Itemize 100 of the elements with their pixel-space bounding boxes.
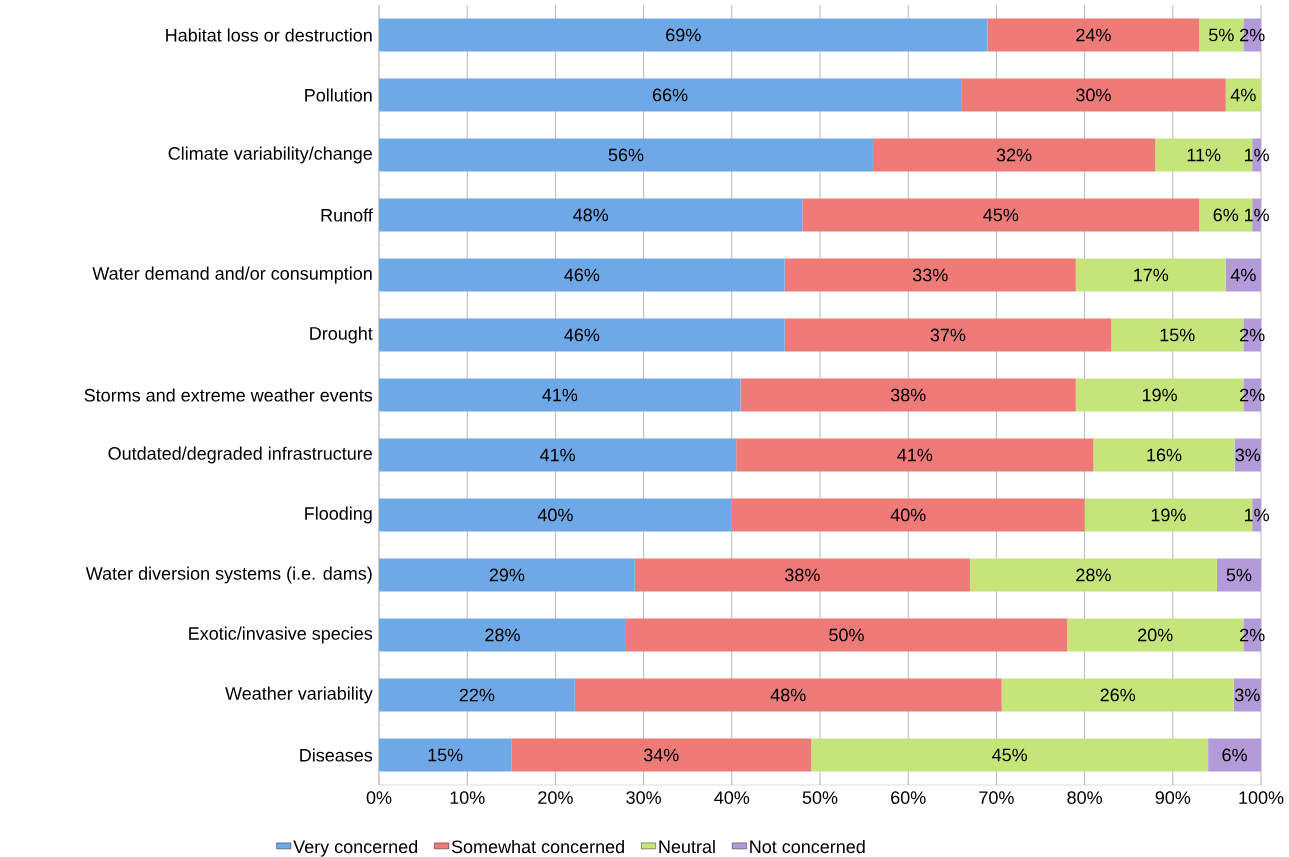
data-label: 33% xyxy=(912,268,948,282)
data-label: 1% xyxy=(1244,508,1269,522)
data-label: 32% xyxy=(996,148,1032,162)
bar xyxy=(1208,738,1262,772)
data-label: 41% xyxy=(542,388,578,402)
data-label: 6% xyxy=(1222,748,1247,762)
data-label: 5% xyxy=(1226,568,1252,582)
x-tick-label: 100% xyxy=(1239,791,1284,804)
x-tick-label: 60% xyxy=(891,791,926,804)
data-label: 17% xyxy=(1134,268,1169,282)
data-label: 45% xyxy=(992,748,1028,762)
bar xyxy=(784,258,1076,292)
data-label: 37% xyxy=(930,328,966,342)
data-label: 1% xyxy=(1244,208,1269,222)
bar xyxy=(872,138,1156,172)
y-tick-label: Runoff xyxy=(321,208,373,222)
data-label: 2% xyxy=(1240,388,1265,402)
bar xyxy=(1075,258,1226,292)
bar xyxy=(379,738,512,772)
y-tick-label: Flooding xyxy=(305,506,372,524)
data-label: 6% xyxy=(1213,208,1239,222)
x-tick-label: 80% xyxy=(1067,791,1102,804)
x-tick-label: 20% xyxy=(538,791,573,804)
bar xyxy=(961,78,1226,112)
legend-label: Very concerned xyxy=(293,839,418,857)
data-label: 16% xyxy=(1147,448,1182,462)
bar xyxy=(740,378,1076,412)
x-tick-label: 70% xyxy=(979,791,1014,804)
bar xyxy=(379,138,873,172)
bar xyxy=(379,78,962,112)
bar xyxy=(802,198,1200,232)
y-tick-label: Habitat loss or destruction xyxy=(166,28,372,42)
data-label: 2% xyxy=(1240,328,1265,342)
bar xyxy=(625,618,1067,652)
data-label: 48% xyxy=(573,208,609,222)
data-label: 28% xyxy=(1076,568,1111,582)
bar xyxy=(379,678,575,712)
data-label: 50% xyxy=(829,628,864,642)
y-tick-label: Water demand and/or consumption xyxy=(92,266,372,284)
bar xyxy=(379,438,737,472)
bar xyxy=(1225,78,1262,112)
bar xyxy=(811,738,1209,772)
legend-label: Somewhat concerned xyxy=(451,839,624,854)
data-label: 15% xyxy=(428,748,463,762)
bar xyxy=(1225,258,1262,292)
data-label: 29% xyxy=(489,568,525,582)
data-label: 38% xyxy=(785,568,820,582)
y-tick-label: Climate variability/change xyxy=(168,146,372,164)
y-tick-label: Diseases xyxy=(300,748,373,762)
x-tick-label: 30% xyxy=(626,791,661,804)
data-label: 26% xyxy=(1100,688,1136,702)
data-label: 2% xyxy=(1240,628,1265,642)
bar xyxy=(574,678,1002,712)
data-label: 19% xyxy=(1142,388,1177,402)
x-tick-label: 10% xyxy=(450,791,485,804)
data-label: 40% xyxy=(890,508,926,522)
data-label: 4% xyxy=(1230,268,1256,282)
bar xyxy=(379,198,803,232)
bar xyxy=(736,438,1094,472)
x-tick-label: 90% xyxy=(1155,791,1191,804)
data-label: 15% xyxy=(1160,328,1195,342)
bar xyxy=(731,498,1085,532)
data-label: 41% xyxy=(540,448,575,462)
bar xyxy=(379,618,626,652)
data-label: 2% xyxy=(1240,28,1265,42)
bar xyxy=(969,558,1217,592)
data-label: 48% xyxy=(770,688,806,702)
data-label: 4% xyxy=(1230,88,1256,102)
bar xyxy=(784,318,1112,352)
y-tick-label: Storms and extreme weather events xyxy=(84,388,373,402)
data-label: 19% xyxy=(1151,508,1186,522)
data-label: 56% xyxy=(608,148,644,162)
bar xyxy=(379,378,741,412)
bar xyxy=(379,258,785,292)
data-label: 46% xyxy=(564,268,600,282)
data-label: 24% xyxy=(1076,28,1111,42)
data-label: 3% xyxy=(1235,688,1260,702)
data-label: 46% xyxy=(564,328,600,342)
legend-label: Neutral xyxy=(659,839,715,854)
y-tick-label: Drought xyxy=(310,326,373,344)
data-label: 5% xyxy=(1209,28,1234,42)
legend-label: Not concerned xyxy=(750,839,865,854)
bar xyxy=(1001,678,1234,712)
x-tick-label: 0% xyxy=(366,791,392,804)
bar xyxy=(379,558,635,592)
bar xyxy=(634,558,970,592)
y-tick-label: Exotic/invasive species xyxy=(189,626,373,644)
data-label: 41% xyxy=(897,448,933,462)
y-tick-label: Outdated/degraded infrastructure xyxy=(108,446,372,464)
data-label: 30% xyxy=(1076,88,1111,102)
data-label: 28% xyxy=(485,628,520,642)
data-label: 11% xyxy=(1187,148,1221,162)
bar xyxy=(1093,438,1235,472)
data-label: 22% xyxy=(459,688,495,702)
bar xyxy=(511,738,812,772)
x-tick-label: 40% xyxy=(714,791,750,804)
data-label: 66% xyxy=(652,88,688,102)
bar xyxy=(379,498,732,532)
data-label: 45% xyxy=(983,208,1019,222)
y-tick-label: Water diversion systems (i.e. dams) xyxy=(85,566,372,584)
